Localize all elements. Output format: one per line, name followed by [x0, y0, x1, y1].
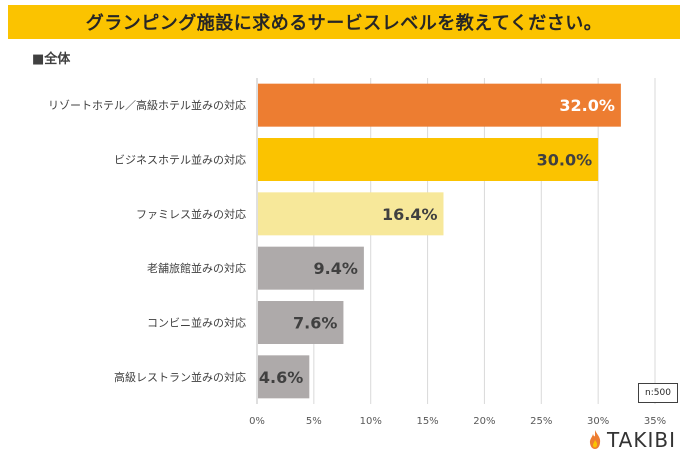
x-tick-label: 25% [530, 416, 552, 427]
bar [258, 301, 344, 344]
category-label: コンビニ並みの対応 [147, 316, 246, 330]
value-labels: 32.0% 30.0% 16.4% 9.4% 7.6% 4.6% [259, 96, 615, 387]
value-label: 7.6% [293, 314, 337, 333]
x-tick-label: 35% [644, 416, 666, 427]
sample-size-box: n:500 [638, 383, 678, 403]
x-axis-tick-labels: 0% 5% 10% 15% 20% 25% 30% 35% [249, 416, 666, 427]
category-label: ファミレス並みの対応 [136, 207, 246, 221]
brand-name: TAKIBI [607, 428, 676, 452]
category-label: 老舗旅館並みの対応 [147, 261, 246, 275]
bar [258, 192, 444, 236]
flame-icon [589, 430, 601, 449]
x-tick-label: 20% [473, 416, 495, 427]
chart-title: グランピング施設に求めるサービスレベルを教えてください。 [85, 13, 603, 34]
bar [258, 355, 310, 399]
category-label: 高級レストラン並みの対応 [114, 370, 246, 384]
value-label: 32.0% [559, 96, 615, 115]
category-labels: リゾートホテル／高級ホテル並みの対応ビジネスホテル並みの対応ファミレス並みの対応… [48, 98, 246, 384]
value-label: 9.4% [314, 259, 358, 278]
x-tick-label: 5% [306, 416, 322, 427]
value-label: 30.0% [537, 151, 593, 170]
bars [258, 83, 621, 399]
bar [258, 83, 621, 127]
value-label: 16.4% [382, 205, 438, 224]
bar [258, 138, 599, 181]
brand-logo: TAKIBI [587, 428, 676, 452]
bar [258, 246, 364, 290]
category-label: ビジネスホテル並みの対応 [114, 153, 246, 167]
category-label: リゾートホテル／高級ホテル並みの対応 [48, 98, 246, 112]
grid-lines [256, 78, 656, 404]
x-tick-label: 10% [360, 416, 382, 427]
x-tick-label: 0% [249, 416, 265, 427]
x-tick-label: 15% [416, 416, 438, 427]
chart-subtitle: ■全体 [32, 52, 71, 67]
x-tick-label: 30% [587, 416, 609, 427]
sample-size-label: n:500 [645, 388, 671, 398]
title-banner: グランピング施設に求めるサービスレベルを教えてください。 [8, 5, 680, 39]
value-label: 4.6% [259, 368, 303, 387]
